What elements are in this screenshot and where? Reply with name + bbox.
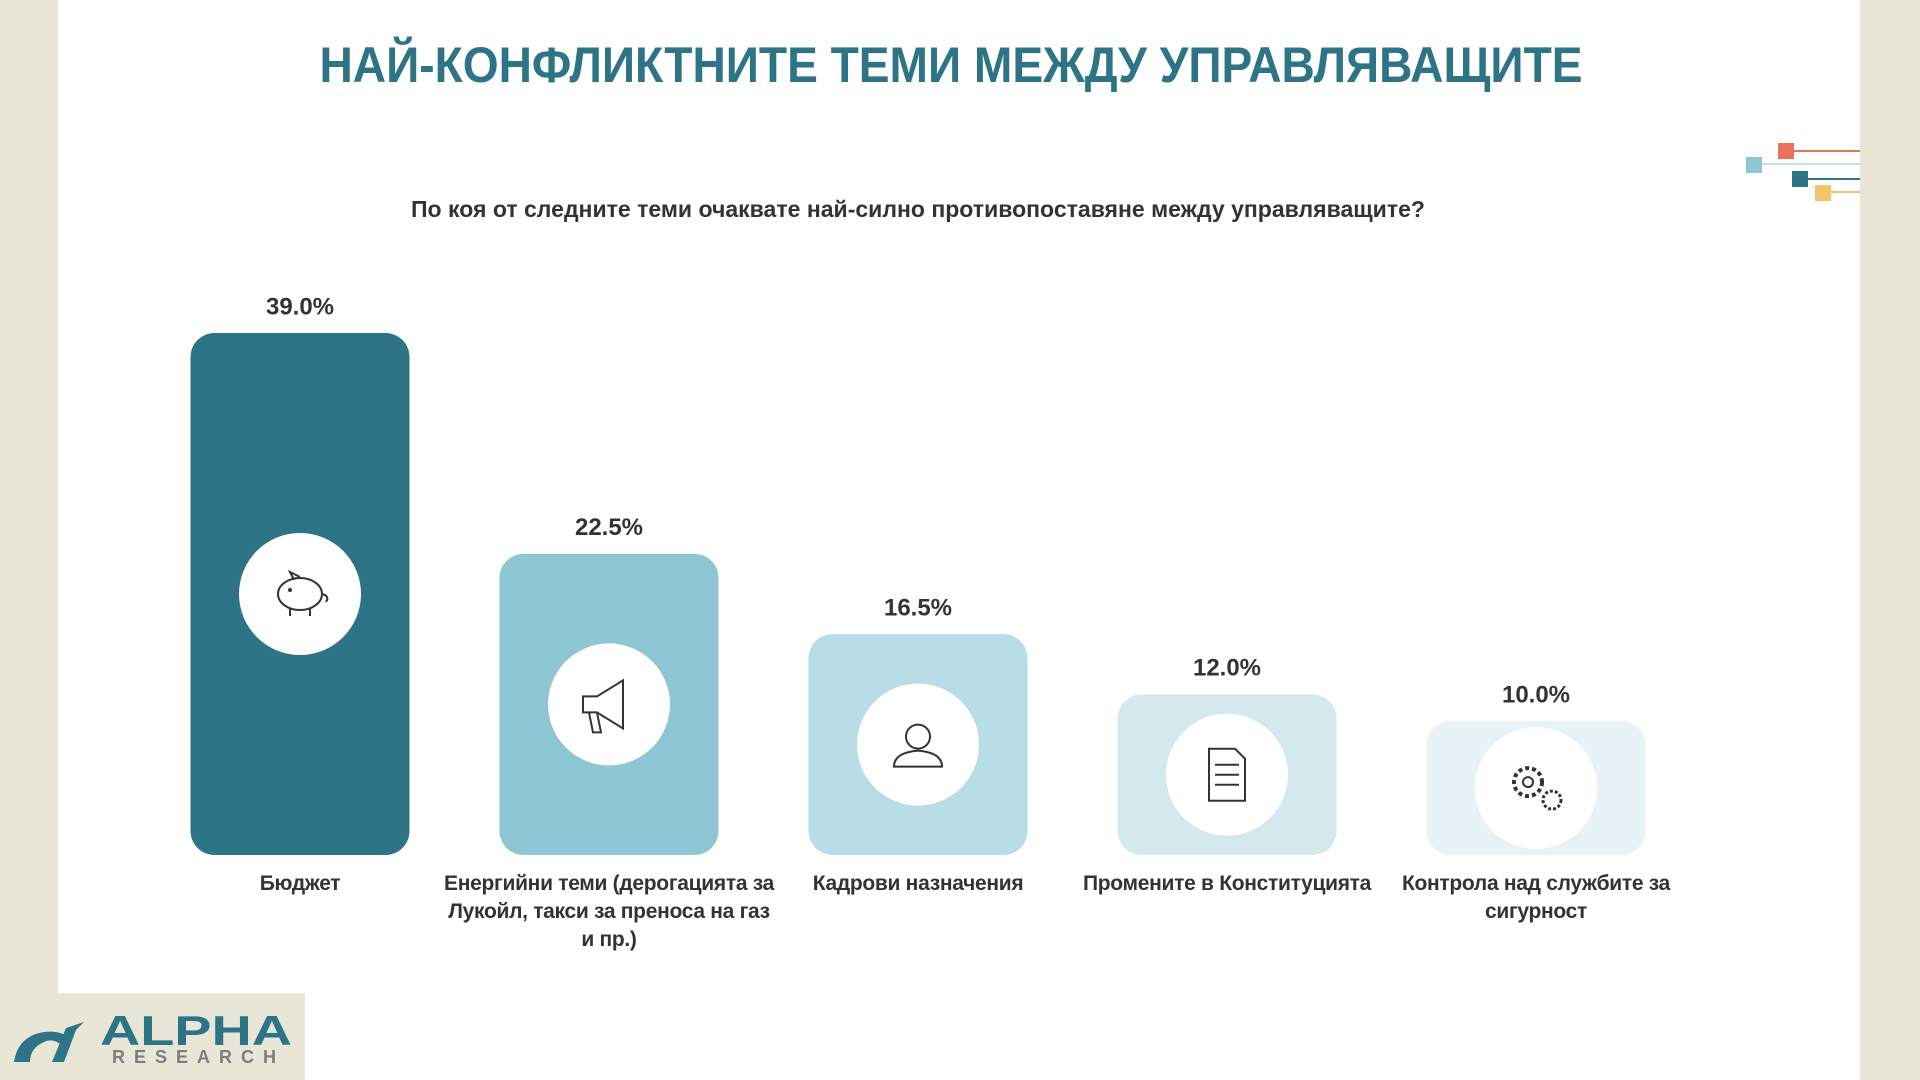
- icon: [892, 749, 944, 768]
- chart-subtitle: По коя от следните теми очаквате най-сил…: [411, 196, 1425, 222]
- category-label: Промените в Конституцията: [1082, 872, 1372, 895]
- icon: [1208, 747, 1246, 802]
- decoration: [1746, 143, 1860, 201]
- value-label: 39.0%: [266, 293, 334, 320]
- logo-name: ALPHA: [100, 1007, 292, 1054]
- logo-tagline: RESEARCH: [112, 1047, 285, 1067]
- icon-circle: [857, 683, 979, 806]
- panel: [58, 993, 1860, 1080]
- value-label: 10.0%: [1502, 681, 1570, 708]
- value-label: 12.0%: [1193, 655, 1261, 682]
- icon: [288, 588, 292, 592]
- category-label: Кадрови назначения: [812, 872, 1024, 895]
- icon-circle: [1475, 727, 1597, 850]
- category-label: Контрола над службите за сигурност: [1401, 872, 1670, 923]
- category-label: Енергийни теми (дерогацията за Лукойл, т…: [444, 872, 774, 951]
- icon: [1541, 789, 1563, 811]
- icon: [1512, 766, 1544, 799]
- icon-badge: [548, 643, 670, 766]
- category-label: Бюджет: [259, 872, 341, 895]
- value-label: 16.5%: [884, 594, 952, 621]
- icon-badge: [1475, 727, 1597, 850]
- icon: [582, 678, 624, 734]
- icon-circle: [548, 643, 670, 766]
- icon-badge: [857, 683, 979, 806]
- icon-circle: [239, 533, 361, 655]
- icon-badge: [239, 533, 361, 655]
- icon-badge: [1166, 713, 1288, 836]
- chart-title: НАЙ-КОНФЛИКТНИТЕ ТЕМИ МЕЖДУ УПРАВЛЯВАЩИТ…: [320, 36, 1583, 93]
- logo: ALPHA RESEARCH: [14, 1007, 292, 1067]
- icon: [905, 723, 931, 750]
- value-label: 22.5%: [575, 514, 643, 541]
- icon: [1522, 776, 1534, 789]
- icon: [287, 569, 329, 616]
